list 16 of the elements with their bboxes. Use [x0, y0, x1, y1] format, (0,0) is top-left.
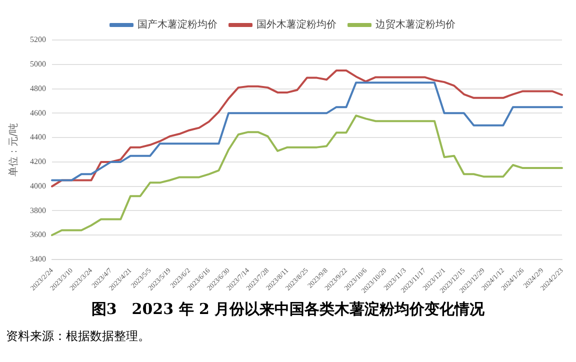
- y-axis-title: 单位：元/吨: [8, 123, 20, 176]
- legend-label: 国外木薯淀粉均价: [256, 18, 336, 31]
- y-tick-label: 3800: [30, 206, 46, 215]
- y-tick-label: 4600: [30, 108, 46, 118]
- text: 图3 2023 年 2 月份以来中国各类木薯淀粉均价变化情况: [90, 300, 486, 319]
- text: 资料来源：根据数据整理。: [6, 328, 150, 345]
- y-tick-label: 3600: [30, 230, 46, 240]
- y-tick-label: 5200: [30, 35, 46, 44]
- y-tick-label: 4400: [30, 132, 46, 142]
- y-tick-label: 4200: [30, 157, 46, 166]
- y-tick-label: 4000: [30, 181, 46, 190]
- y-tick-label: 4800: [30, 84, 46, 93]
- legend-label: 边贸木薯淀粉均价: [376, 18, 456, 31]
- y-tick-label: 5000: [30, 59, 46, 68]
- y-tick-label: 3400: [30, 254, 46, 264]
- legend-label: 国产木薯淀粉均价: [138, 18, 218, 31]
